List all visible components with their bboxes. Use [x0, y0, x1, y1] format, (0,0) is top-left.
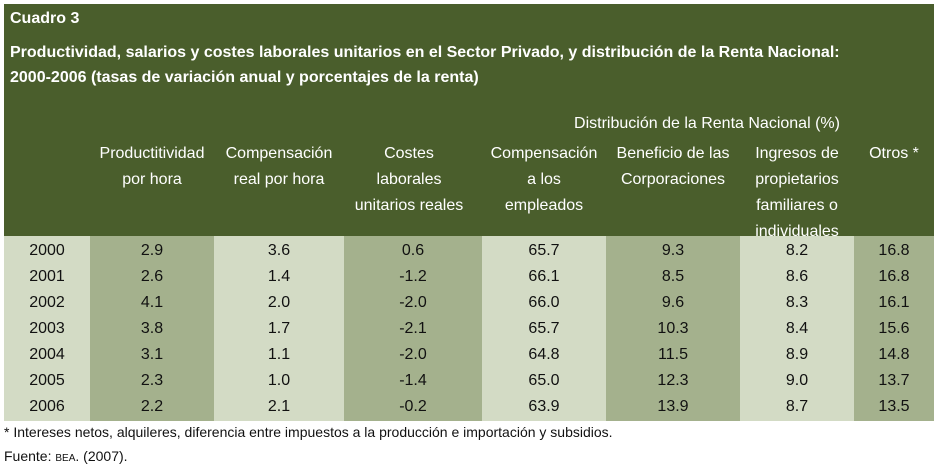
table-cell: -2.1	[399, 320, 427, 337]
column-header-unit-labor-costs: Costes laborales unitarios reales	[354, 145, 464, 214]
table-cell: 16.8	[878, 242, 910, 259]
table-cell: 8.4	[785, 320, 809, 337]
table-cell: 8.2	[785, 242, 809, 259]
table-cell: 1.0	[267, 372, 291, 389]
table-cell: 4.1	[140, 294, 164, 311]
table-cell: 2.0	[267, 294, 291, 311]
table-header: Cuadro 3 Productividad, salarios y coste…	[4, 4, 934, 240]
table-row: 2004 3.1 1.1 -2.0 64.8 11.5 8.9 14.8	[4, 342, 934, 368]
table-cell: -1.2	[399, 268, 427, 285]
column-band-real-compensation	[214, 236, 344, 421]
table-cell: 10.3	[657, 320, 689, 337]
table-cell: 14.8	[878, 346, 910, 363]
table-row: 2001 2.6 1.4 -1.2 66.1 8.5 8.6 16.8	[4, 264, 934, 290]
table-cell: 8.3	[785, 294, 809, 311]
year-cell: 2002	[29, 294, 65, 311]
table-cell: 1.4	[267, 268, 291, 285]
table-cell: 9.3	[661, 242, 685, 259]
table-cell: 3.1	[140, 346, 164, 363]
year-cell: 2000	[29, 242, 65, 259]
table-cell: -2.0	[399, 346, 427, 363]
column-band-productivity	[90, 236, 214, 421]
table-row: 2006 2.2 2.1 -0.2 63.9 13.9 8.7 13.5	[4, 394, 934, 420]
table-cell: 65.7	[528, 320, 560, 337]
source-prefix: Fuente:	[4, 448, 56, 464]
table-cell: 66.0	[528, 294, 560, 311]
table-cell: 13.7	[878, 372, 910, 389]
column-header-employee-compensation: Compensación a los empleados	[490, 145, 598, 214]
table-cell: 3.6	[267, 242, 291, 259]
column-header-others: Otros *	[869, 145, 919, 162]
table-cell: 0.6	[401, 242, 425, 259]
table-cell: 66.1	[528, 268, 560, 285]
table-cell: 8.7	[785, 398, 809, 415]
table-cell: 13.9	[657, 398, 689, 415]
table-cell: 9.0	[785, 372, 809, 389]
table-cell: 2.6	[140, 268, 164, 285]
column-band-year	[4, 236, 90, 421]
table-title: Productividad, salarios y costes laboral…	[10, 40, 930, 90]
table-cell: 3.8	[140, 320, 164, 337]
table-cell: 12.3	[657, 372, 689, 389]
table-row: 2000 2.9 3.6 0.6 65.7 9.3 8.2 16.8	[4, 238, 934, 264]
year-cell: 2006	[29, 398, 65, 415]
table-cell: 1.1	[267, 346, 291, 363]
column-header-proprietor-income: Ingresos de propietarios familiares o in…	[755, 145, 839, 240]
table-cell: 8.9	[785, 346, 809, 363]
group-header: Distribución de la Renta Nacional (%)	[574, 115, 840, 132]
source-suffix: . (2007).	[75, 448, 128, 464]
column-band-employee-compensation	[482, 236, 606, 421]
table-cell: 11.5	[658, 346, 688, 363]
table-cell: 2.3	[140, 372, 164, 389]
table-cell: 65.0	[528, 372, 560, 389]
year-cell: 2003	[29, 320, 65, 337]
footnote: * Intereses netos, alquileres, diferenci…	[4, 424, 613, 440]
table-cell: 64.8	[528, 346, 560, 363]
source-organization: BEA	[55, 453, 76, 464]
table-body: 2000 2.9 3.6 0.6 65.7 9.3 8.2 16.8 2001 …	[4, 236, 934, 421]
table-cell: 16.8	[878, 268, 910, 285]
year-cell: 2001	[29, 268, 65, 285]
table-row: 2005 2.3 1.0 -1.4 65.0 12.3 9.0 13.7	[4, 368, 934, 394]
table-cell: 16.1	[878, 294, 910, 311]
table-cell: 15.6	[878, 320, 910, 337]
table-cell: -0.2	[399, 398, 427, 415]
column-band-unit-labor-costs	[344, 236, 482, 421]
table-cell: -1.4	[399, 372, 427, 389]
table-cell: 9.6	[661, 294, 685, 311]
table-cell: 2.1	[267, 398, 291, 415]
table-row: 2003 3.8 1.7 -2.1 65.7 10.3 8.4 15.6	[4, 316, 934, 342]
table-cell: -2.0	[399, 294, 427, 311]
column-header-real-compensation: Compensación real por hora	[225, 145, 333, 188]
year-cell: 2005	[29, 372, 65, 389]
table-cell: 65.7	[528, 242, 560, 259]
table-cell: 8.6	[785, 268, 809, 285]
table-cell: 63.9	[528, 398, 560, 415]
column-band-proprietor-income	[740, 236, 854, 421]
table-row: 2002 4.1 2.0 -2.0 66.0 9.6 8.3 16.1	[4, 290, 934, 316]
table-cell: 1.7	[267, 320, 291, 337]
table-title-line-1: Productividad, salarios y costes laboral…	[10, 44, 840, 61]
table-cell: 13.5	[878, 398, 910, 415]
table-cell: 2.9	[140, 242, 164, 259]
source-line: Fuente: BEA. (2007).	[4, 448, 128, 464]
column-band-others	[854, 236, 934, 421]
table-title-line-2: 2000-2006 (tasas de variación anual y po…	[10, 69, 479, 86]
column-header-corporate-profits: Beneficio de las Corporaciones	[616, 145, 730, 188]
table-cell: 2.2	[140, 398, 164, 415]
column-band-corporate-profits	[606, 236, 740, 421]
year-cell: 2004	[29, 346, 65, 363]
table-cell: 8.5	[661, 268, 685, 285]
table-label: Cuadro 3	[10, 10, 80, 27]
column-header-productivity: Productitividad por hora	[99, 145, 205, 188]
